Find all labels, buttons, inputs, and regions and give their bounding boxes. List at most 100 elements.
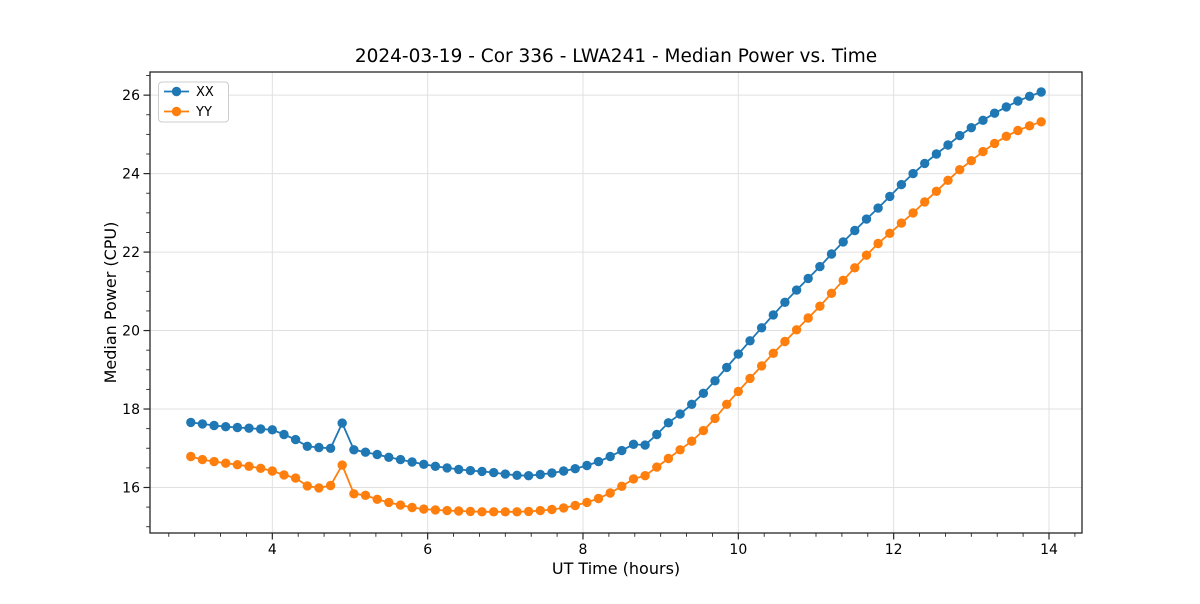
series-yy-marker [873, 238, 883, 249]
series-yy-marker [570, 500, 580, 511]
series-yy-marker [663, 453, 674, 464]
x-tick-label: 4 [268, 542, 277, 558]
series-yy-marker [279, 470, 289, 480]
series-yy-marker [1013, 125, 1023, 136]
series-yy-marker [908, 208, 918, 218]
series-xx-marker [803, 273, 813, 284]
series-yy-marker [500, 507, 510, 517]
series-xx-marker [943, 140, 953, 150]
series-yy-marker [791, 325, 802, 335]
series-xx-marker [465, 465, 476, 476]
series-xx-marker [535, 469, 545, 480]
series-xx-marker [197, 419, 208, 429]
series-xx-marker [232, 422, 243, 433]
series-yy-marker [710, 413, 720, 424]
series-yy-marker [582, 497, 592, 508]
series-xx-marker [850, 225, 860, 236]
series-yy-marker [209, 456, 219, 467]
x-tick-label: 8 [579, 542, 588, 558]
legend-label-xx: XX [196, 85, 214, 100]
series-yy-marker [290, 473, 301, 483]
series-yy-marker [768, 348, 778, 358]
series-xx-marker [955, 130, 965, 141]
series-xx-marker [978, 115, 988, 126]
series-yy-marker [733, 386, 743, 397]
series-xx-marker [558, 466, 569, 476]
series-yy-marker [547, 504, 557, 515]
series-yy-marker [838, 275, 848, 285]
series-yy-marker [920, 197, 930, 207]
series-xx-marker [489, 467, 499, 478]
series-xx-marker [395, 454, 406, 465]
series-yy-marker [384, 497, 394, 508]
series-xx-marker [896, 179, 907, 190]
series-yy-marker [955, 165, 965, 175]
series-yy-marker [896, 218, 907, 228]
series-xx-marker [337, 418, 347, 428]
tick-layer [143, 75, 1076, 540]
series-yy-marker [989, 138, 1000, 149]
series-yy-marker [826, 288, 837, 298]
series-yy-marker [477, 507, 487, 517]
series-xx-marker [873, 203, 883, 213]
series-xx-marker [419, 459, 429, 469]
series-xx-marker [989, 108, 1000, 118]
series-yy-marker [1024, 121, 1035, 131]
series-yy-marker [756, 361, 767, 371]
series-yy-marker [850, 263, 860, 273]
series-yy-marker [978, 146, 988, 157]
series-yy-marker [628, 474, 639, 484]
series-yy-marker [675, 445, 685, 455]
series-yy-marker [337, 460, 347, 470]
series-xx-marker [931, 149, 942, 159]
series-xx-marker [920, 158, 930, 169]
y-tick-label: 22 [122, 245, 140, 261]
series-yy-marker [617, 481, 627, 491]
x-tick-label: 12 [885, 542, 903, 558]
series-xx-marker [512, 470, 522, 480]
series-yy-marker [512, 507, 522, 517]
series-yy-marker [186, 451, 196, 462]
series-xx-marker [523, 471, 534, 481]
series-xx-marker [1013, 96, 1023, 106]
series-yy-marker [325, 480, 336, 491]
series-xx-marker [290, 434, 301, 445]
y-tick-label: 18 [122, 402, 140, 418]
series-xx-marker [722, 362, 732, 373]
series-yy-marker [698, 425, 709, 436]
series-yy-marker [1001, 131, 1011, 141]
series-yy-marker [232, 460, 243, 470]
series-xx-line [190, 91, 1042, 477]
series-xx-marker [360, 447, 371, 457]
legend-box [158, 81, 229, 123]
legend-marker-xx [171, 86, 182, 97]
series-yy-marker [523, 506, 534, 517]
series-xx-marker [244, 423, 254, 433]
series-xx-marker [628, 439, 639, 449]
series-layer [186, 87, 1046, 517]
x-tick-label: 10 [729, 542, 747, 558]
series-yy-marker [652, 462, 662, 472]
series-xx [186, 87, 1046, 481]
series-yy-marker [687, 436, 697, 446]
series-xx-marker [756, 323, 767, 333]
series-xx-marker [442, 463, 452, 473]
series-yy-marker [605, 488, 615, 498]
series-xx-marker [710, 376, 720, 386]
series-yy-marker [640, 471, 650, 481]
series-xx-marker [477, 466, 487, 477]
series-xx-marker [279, 429, 289, 440]
series-xx-marker [384, 452, 394, 462]
series-xx-marker [593, 456, 604, 467]
series-yy-marker [360, 490, 371, 500]
series-yy [186, 117, 1046, 517]
series-xx-marker [1024, 91, 1035, 102]
series-xx-marker [675, 409, 685, 419]
series-xx-marker [652, 429, 662, 440]
series-xx-marker [582, 460, 592, 471]
series-xx-marker [780, 297, 790, 307]
x-tick-label: 14 [1040, 542, 1058, 558]
series-yy-marker [1036, 117, 1046, 127]
